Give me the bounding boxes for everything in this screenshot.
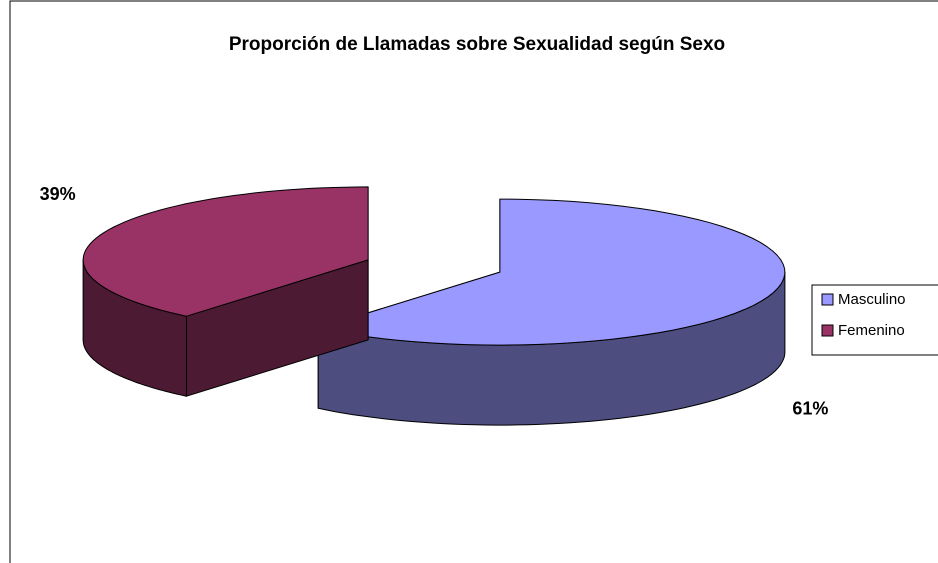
legend-label: Masculino: [838, 291, 906, 308]
legend-swatch: [821, 293, 834, 306]
plot: [82, 186, 786, 426]
slice-top: [317, 198, 786, 346]
chart-title: Proporción de Llamadas sobre Sexualidad …: [229, 34, 725, 55]
value-label: 61%: [792, 399, 828, 419]
legend-swatch: [821, 324, 834, 337]
slice-top: [82, 186, 369, 317]
legend-label: Femenino: [838, 322, 905, 339]
value-label: 39%: [40, 184, 76, 204]
